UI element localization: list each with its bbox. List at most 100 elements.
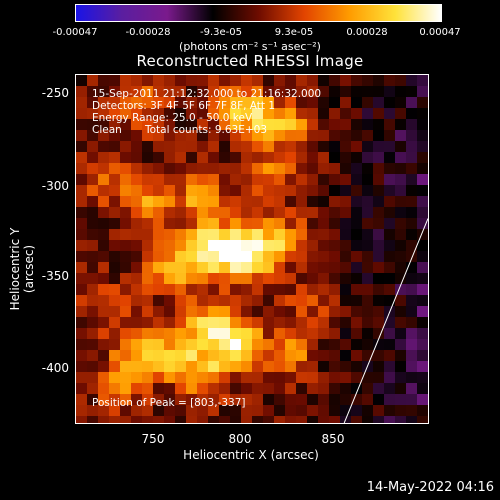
heatmap-cell xyxy=(208,97,219,108)
heatmap-cell xyxy=(164,251,175,262)
heatmap-cell xyxy=(98,185,109,196)
heatmap-cell xyxy=(307,361,318,372)
heatmap-cell xyxy=(395,218,406,229)
heatmap-cell xyxy=(329,394,340,405)
heatmap-cell xyxy=(417,295,428,306)
heatmap-cell xyxy=(98,86,109,97)
heatmap-cell xyxy=(373,108,384,119)
heatmap-cell xyxy=(417,141,428,152)
heatmap-cell xyxy=(329,361,340,372)
heatmap-cell xyxy=(274,317,285,328)
heatmap-cell xyxy=(351,416,362,423)
heatmap-cell xyxy=(164,174,175,185)
heatmap-cell xyxy=(186,185,197,196)
heatmap-cell xyxy=(406,229,417,240)
heatmap-cell xyxy=(98,284,109,295)
heatmap-cell xyxy=(362,295,373,306)
heatmap-cell xyxy=(373,130,384,141)
heatmap-cell xyxy=(395,185,406,196)
heatmap-cell xyxy=(76,328,87,339)
heatmap-cell xyxy=(417,218,428,229)
heatmap-cell xyxy=(329,229,340,240)
heatmap-cell xyxy=(175,174,186,185)
heatmap-cell xyxy=(417,383,428,394)
heatmap-cell xyxy=(362,229,373,240)
heatmap-cell xyxy=(362,207,373,218)
heatmap-cell xyxy=(406,394,417,405)
heatmap-cell xyxy=(318,207,329,218)
heatmap-cell xyxy=(417,372,428,383)
heatmap-cell xyxy=(208,75,219,86)
heatmap-cell xyxy=(406,196,417,207)
heatmap-cell xyxy=(307,284,318,295)
heatmap-cell xyxy=(252,372,263,383)
heatmap-cell xyxy=(340,306,351,317)
heatmap-cell xyxy=(406,119,417,130)
heatmap-cell xyxy=(329,262,340,273)
heatmap-cell xyxy=(373,75,384,86)
heatmap-cell xyxy=(164,350,175,361)
heatmap-cell xyxy=(406,218,417,229)
heatmap-cell xyxy=(208,361,219,372)
heatmap-cell xyxy=(131,86,142,97)
heatmap-cell xyxy=(395,273,406,284)
heatmap-cell xyxy=(241,372,252,383)
heatmap-cell xyxy=(395,361,406,372)
heatmap-cell xyxy=(208,174,219,185)
heatmap-cell xyxy=(219,405,230,416)
heatmap-cell xyxy=(230,251,241,262)
heatmap-cell xyxy=(197,218,208,229)
heatmap-cell xyxy=(263,86,274,97)
heatmap-cell xyxy=(351,372,362,383)
heatmap-cell xyxy=(318,262,329,273)
heatmap-cell xyxy=(87,383,98,394)
heatmap-cell xyxy=(208,383,219,394)
heatmap-cell xyxy=(406,97,417,108)
heatmap-cell xyxy=(197,361,208,372)
heatmap-cell xyxy=(296,284,307,295)
heatmap-cell xyxy=(395,141,406,152)
heatmap-cell xyxy=(263,229,274,240)
heatmap-cell xyxy=(384,262,395,273)
heatmap-cell xyxy=(131,196,142,207)
heatmap-cell xyxy=(230,350,241,361)
heatmap-cell xyxy=(164,295,175,306)
heatmap-cell xyxy=(417,185,428,196)
heatmap-cells xyxy=(76,75,428,423)
heatmap-cell xyxy=(340,295,351,306)
heatmap-cell xyxy=(76,372,87,383)
heatmap-cell xyxy=(219,306,230,317)
heatmap-cell xyxy=(186,240,197,251)
heatmap-cell xyxy=(296,295,307,306)
heatmap-cell xyxy=(219,86,230,97)
heatmap-cell xyxy=(87,196,98,207)
heatmap-cell xyxy=(263,163,274,174)
heatmap-cell xyxy=(307,295,318,306)
heatmap-cell xyxy=(296,383,307,394)
heatmap-cell xyxy=(131,273,142,284)
heatmap-cell xyxy=(384,141,395,152)
heatmap-cell xyxy=(373,97,384,108)
heatmap-cell xyxy=(318,196,329,207)
heatmap-cell xyxy=(76,218,87,229)
heatmap-cell xyxy=(252,75,263,86)
heatmap-cell xyxy=(120,317,131,328)
heatmap-cell xyxy=(384,196,395,207)
heatmap-cell xyxy=(219,141,230,152)
heatmap-cell xyxy=(406,152,417,163)
heatmap-cell xyxy=(362,130,373,141)
heatmap-cell xyxy=(98,97,109,108)
heatmap-cell xyxy=(274,284,285,295)
heatmap-cell xyxy=(340,207,351,218)
heatmap-cell xyxy=(395,97,406,108)
heatmap-cell xyxy=(395,394,406,405)
heatmap-cell xyxy=(417,229,428,240)
heatmap-cell xyxy=(109,361,120,372)
heatmap-cell xyxy=(307,416,318,423)
heatmap-cell xyxy=(186,306,197,317)
heatmap-cell xyxy=(98,218,109,229)
heatmap-cell xyxy=(252,196,263,207)
heatmap-cell xyxy=(131,174,142,185)
heatmap-cell xyxy=(175,218,186,229)
heatmap-cell xyxy=(252,141,263,152)
